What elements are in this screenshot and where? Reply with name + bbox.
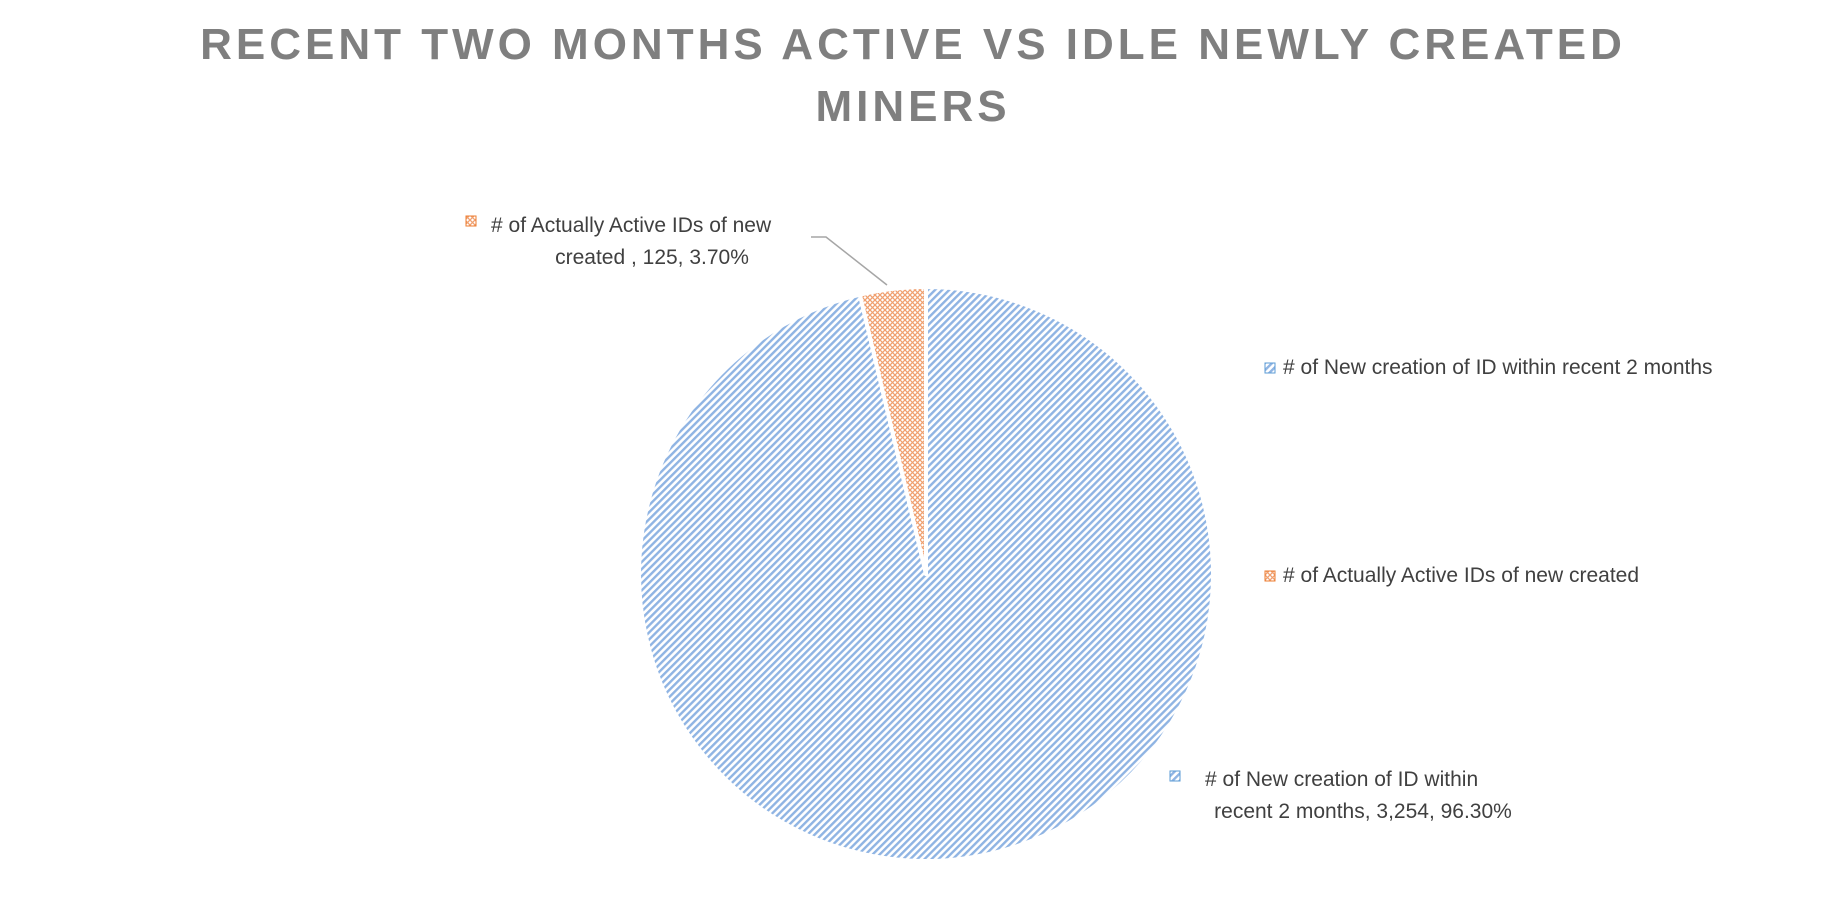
legend-item-active: # of Actually Active IDs of new created (1264, 564, 1639, 587)
data-label-new-creation: # of New creation of ID within recent 2 … (1169, 768, 1512, 823)
chart-title-line-1: RECENT TWO MONTHS ACTIVE VS IDLE NEWLY C… (200, 20, 1626, 69)
legend-item-new-creation: # of New creation of ID within recent 2 … (1264, 356, 1713, 379)
data-label-active-line-2: created , 125, 3.70% (555, 246, 749, 269)
legend-swatch-active (1264, 570, 1276, 582)
legend: # of New creation of ID within recent 2 … (1264, 356, 1713, 587)
leader-lines (811, 236, 888, 286)
legend-label-new-creation: # of New creation of ID within recent 2 … (1283, 356, 1713, 379)
data-label-new-creation-line-2: recent 2 months, 3,254, 96.30% (1214, 800, 1512, 823)
legend-swatch-new-creation (1264, 362, 1276, 374)
data-label-active-line-1: # of Actually Active IDs of new (491, 214, 772, 237)
chart-title: RECENT TWO MONTHS ACTIVE VS IDLE NEWLY C… (0, 14, 1826, 138)
data-label-new-creation-line-1: # of New creation of ID within (1205, 768, 1478, 791)
data-label-active-swatch (465, 215, 477, 227)
data-label-new-creation-swatch (1169, 770, 1181, 782)
data-label-active: # of Actually Active IDs of new created … (465, 214, 772, 269)
pie-slices (637, 285, 1215, 863)
legend-label-active: # of Actually Active IDs of new created (1283, 564, 1639, 587)
leader-line-active (811, 236, 888, 286)
chart-title-line-2: MINERS (815, 82, 1011, 131)
pie-slice-active (857, 285, 928, 576)
